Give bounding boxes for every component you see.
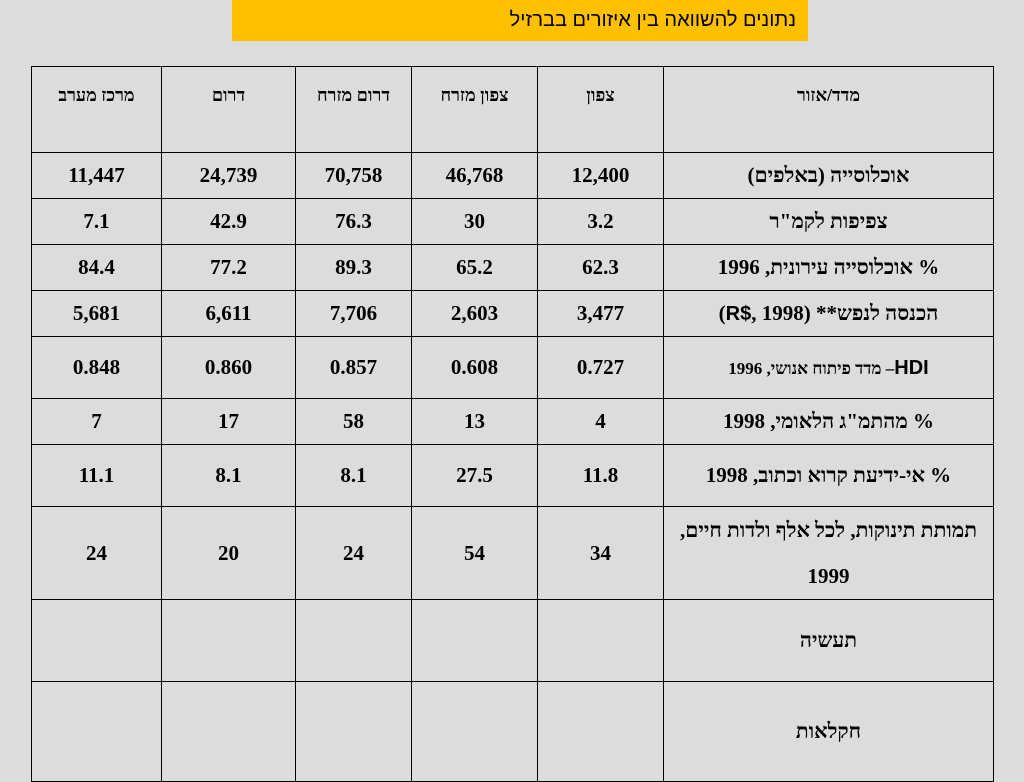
table-cell: 0.608 bbox=[411, 336, 538, 399]
table-cell: 62.3 bbox=[537, 244, 664, 291]
header-cell: דרום bbox=[161, 66, 296, 153]
table-cell: 0.727 bbox=[537, 336, 664, 399]
table-cell: 8.1 bbox=[295, 444, 412, 507]
table-cell: 13 bbox=[411, 398, 538, 445]
row-label: תמותת תינוקות, לכל אלף ולדות חיים, 1999 bbox=[663, 506, 994, 600]
row-label: % מהתמ"ג הלאומי, 1998 bbox=[663, 398, 994, 445]
table-cell bbox=[537, 599, 664, 682]
table-row: % מהתמ"ג הלאומי, 1998 4 13 58 17 7 bbox=[31, 398, 994, 445]
table-cell: 11,447 bbox=[31, 152, 162, 199]
table-cell: 70,758 bbox=[295, 152, 412, 199]
table-row: הכנסה לנפש** ( R$, 1998) 3,477 2,603 7,70… bbox=[31, 290, 994, 337]
table-cell bbox=[161, 599, 296, 682]
table-row: % אי-ידיעת קרוא וכתוב, 1998 11.8 27.5 8.… bbox=[31, 444, 994, 507]
table-cell: 0.860 bbox=[161, 336, 296, 399]
table-row: צפיפות לקמ"ר 3.2 30 76.3 42.9 7.1 bbox=[31, 198, 994, 245]
table-cell: 17 bbox=[161, 398, 296, 445]
row-label: % אוכלוסייה עירונית, 1996 bbox=[663, 244, 994, 291]
table-cell: 24,739 bbox=[161, 152, 296, 199]
table-cell: 20 bbox=[161, 506, 296, 600]
table-cell: 30 bbox=[411, 198, 538, 245]
table-cell: 11.8 bbox=[537, 444, 664, 507]
table-cell bbox=[411, 681, 538, 782]
table-row: HDI– מדד פיתוח אנושי, 1996 0.727 0.608 0… bbox=[31, 336, 994, 399]
table-row: חקלאות bbox=[31, 681, 994, 782]
row-label: צפיפות לקמ"ר bbox=[663, 198, 994, 245]
row-label: % אי-ידיעת קרוא וכתוב, 1998 bbox=[663, 444, 994, 507]
table-cell: 58 bbox=[295, 398, 412, 445]
row-label: HDI– מדד פיתוח אנושי, 1996 bbox=[663, 336, 994, 399]
table-row: אוכלוסייה (באלפים) 12,400 46,768 70,758 … bbox=[31, 152, 994, 199]
row-label-part: – מדד פיתוח אנושי, 1996 bbox=[728, 359, 895, 378]
table-cell: 54 bbox=[411, 506, 538, 600]
table-cell: 6,611 bbox=[161, 290, 296, 337]
table-cell: 34 bbox=[537, 506, 664, 600]
table-cell: 89.3 bbox=[295, 244, 412, 291]
regions-comparison-table: מדד/אזור צפון צפון מזרח דרום מזרח דרום מ… bbox=[31, 66, 994, 782]
table-cell: 77.2 bbox=[161, 244, 296, 291]
table-cell: 11.1 bbox=[31, 444, 162, 507]
header-cell: צפון bbox=[537, 66, 664, 153]
table-cell: 42.9 bbox=[161, 198, 296, 245]
table-cell bbox=[31, 681, 162, 782]
table-cell: 7 bbox=[31, 398, 162, 445]
table-cell: 24 bbox=[295, 506, 412, 600]
table-cell: 3,477 bbox=[537, 290, 664, 337]
table-cell bbox=[295, 681, 412, 782]
table-cell: 7,706 bbox=[295, 290, 412, 337]
header-cell: דרום מזרח bbox=[295, 66, 412, 153]
table-cell: 2,603 bbox=[411, 290, 538, 337]
row-label-part: הכנסה לנפש** ( bbox=[803, 301, 939, 325]
table-cell: 5,681 bbox=[31, 290, 162, 337]
table-cell: 3.2 bbox=[537, 198, 664, 245]
table-cell bbox=[537, 681, 664, 782]
row-label-part: , 1998) bbox=[718, 301, 804, 325]
header-cell: מדד/אזור bbox=[663, 66, 994, 153]
table-cell: 84.4 bbox=[31, 244, 162, 291]
page-title: נתונים להשוואה בין איזורים בברזיל bbox=[232, 0, 808, 41]
table-cell: 4 bbox=[537, 398, 664, 445]
table-cell: 0.848 bbox=[31, 336, 162, 399]
header-cell: צפון מזרח bbox=[411, 66, 538, 153]
table-cell: 24 bbox=[31, 506, 162, 600]
table-cell: 8.1 bbox=[161, 444, 296, 507]
table-cell bbox=[411, 599, 538, 682]
row-label: הכנסה לנפש** ( R$, 1998) bbox=[663, 290, 994, 337]
row-label: אוכלוסייה (באלפים) bbox=[663, 152, 994, 199]
row-label-currency: R$ bbox=[725, 303, 752, 325]
header-cell: מרכז מערב bbox=[31, 66, 162, 153]
row-label: חקלאות bbox=[663, 681, 994, 782]
table-cell: 27.5 bbox=[411, 444, 538, 507]
table-cell: 12,400 bbox=[537, 152, 664, 199]
table-cell: 76.3 bbox=[295, 198, 412, 245]
table-cell bbox=[161, 681, 296, 782]
table-row: תמותת תינוקות, לכל אלף ולדות חיים, 1999 … bbox=[31, 506, 994, 600]
table-row: תעשיה bbox=[31, 599, 994, 682]
row-label: תעשיה bbox=[663, 599, 994, 682]
table-header-row: מדד/אזור צפון צפון מזרח דרום מזרח דרום מ… bbox=[31, 66, 994, 153]
table-cell: 7.1 bbox=[31, 198, 162, 245]
table-cell bbox=[31, 599, 162, 682]
table-cell: 46,768 bbox=[411, 152, 538, 199]
table-cell: 0.857 bbox=[295, 336, 412, 399]
row-label-abbrev: HDI bbox=[894, 357, 929, 379]
table-cell bbox=[295, 599, 412, 682]
table-row: % אוכלוסייה עירונית, 1996 62.3 65.2 89.3… bbox=[31, 244, 994, 291]
table-cell: 65.2 bbox=[411, 244, 538, 291]
